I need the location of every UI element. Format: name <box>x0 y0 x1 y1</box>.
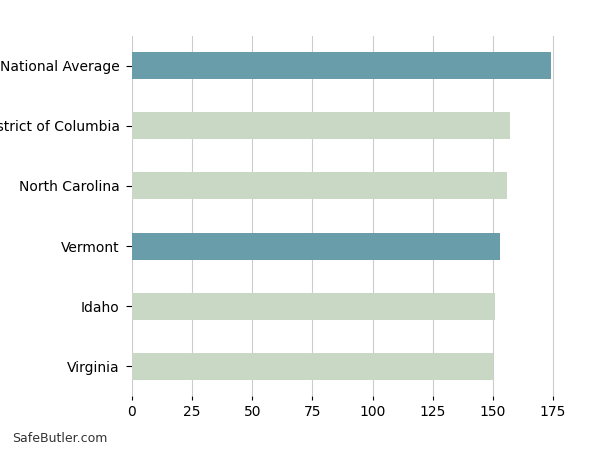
Bar <box>132 172 508 199</box>
Bar <box>132 233 500 260</box>
Bar <box>132 353 493 380</box>
Bar <box>132 292 496 320</box>
Bar <box>132 112 510 140</box>
Bar <box>132 52 551 79</box>
Text: SafeButler.com: SafeButler.com <box>12 432 107 446</box>
